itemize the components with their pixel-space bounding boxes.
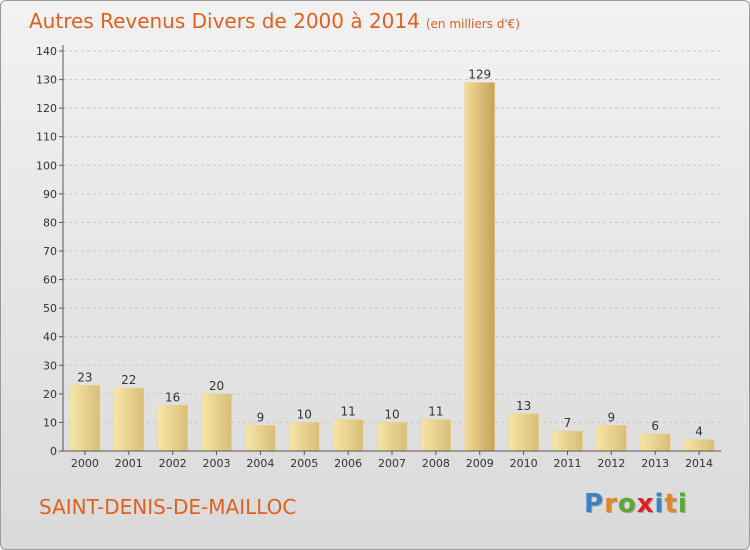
bar [376, 422, 408, 452]
y-tick-label: 60 [43, 274, 57, 287]
chart-title-text: Autres Revenus Divers de 2000 à 2014 [29, 9, 420, 33]
x-tick-label: 2004 [246, 457, 274, 470]
x-tick-label: 2001 [115, 457, 143, 470]
chart-title: Autres Revenus Divers de 2000 à 2014 (en … [29, 9, 520, 33]
y-tick-label: 100 [36, 159, 57, 172]
bar [552, 430, 583, 452]
bar [639, 433, 671, 452]
proxiti-logo[interactable]: Proxiti [584, 489, 688, 519]
x-tick-label: 2007 [378, 457, 406, 470]
bar [69, 385, 101, 452]
x-tick-label: 2006 [334, 457, 362, 470]
x-tick-label: 2013 [641, 457, 669, 470]
x-tick-label: 2008 [422, 457, 450, 470]
y-tick-label: 40 [43, 331, 57, 344]
x-tick-label: 2002 [159, 457, 187, 470]
bars [69, 82, 715, 452]
bar-value-label: 4 [695, 425, 703, 439]
bar-value-label: 10 [297, 407, 312, 421]
chart-subtitle: (en milliers d'€) [425, 17, 520, 31]
bar [289, 422, 320, 452]
y-tick-label: 30 [43, 359, 57, 372]
bar-value-label: 9 [608, 410, 616, 424]
bar [201, 393, 232, 452]
logo-letter: r [604, 489, 618, 519]
bar-value-label: 9 [257, 410, 265, 424]
bar-value-label: 11 [428, 405, 443, 419]
y-tick-label: 70 [43, 245, 57, 258]
logo-letter: x [636, 489, 655, 519]
y-tick-label: 130 [36, 74, 57, 87]
bar [683, 439, 715, 452]
town-name: SAINT-DENIS-DE-MAILLOC [39, 495, 297, 519]
y-tick-label: 20 [43, 388, 57, 401]
bar-value-label: 16 [165, 390, 180, 404]
bar [245, 425, 276, 452]
bar-value-label: 6 [651, 419, 659, 433]
x-tick-label: 2005 [290, 457, 318, 470]
logo-letter: i [677, 489, 688, 519]
bar-value-label: 20 [209, 379, 224, 393]
bar-value-label: 23 [77, 370, 92, 384]
y-tick-label: 90 [43, 188, 57, 201]
bar-value-label: 11 [340, 405, 355, 419]
grid-lines [63, 50, 721, 423]
bar [157, 405, 188, 452]
axes [59, 45, 721, 455]
logo-letter: i [654, 489, 665, 519]
bar-value-label: 7 [564, 416, 572, 430]
x-tick-label: 2000 [71, 457, 99, 470]
x-tick-label: 2009 [466, 457, 494, 470]
logo-letter: o [617, 489, 637, 519]
y-tick-label: 110 [36, 131, 57, 144]
y-tick-label: 120 [36, 102, 57, 115]
bar [332, 419, 364, 452]
bar [464, 82, 495, 452]
bar-value-label: 129 [468, 67, 491, 81]
bar-value-label: 13 [516, 399, 531, 413]
y-tick-label: 140 [36, 45, 57, 58]
y-tick-label: 50 [43, 302, 57, 315]
labels: 0 10 20 30 40 50 60 70 80 90 100 110 120 130 140 23 2000… [36, 45, 713, 470]
bar-value-label: 10 [384, 407, 399, 421]
bar-value-label: 22 [121, 373, 136, 387]
logo-letter: P [584, 489, 605, 519]
y-tick-label: 0 [50, 445, 57, 458]
x-tick-label: 2012 [597, 457, 625, 470]
x-tick-label: 2010 [510, 457, 538, 470]
bar [596, 425, 627, 452]
x-tick-label: 2003 [203, 457, 231, 470]
bar [113, 387, 145, 452]
logo-letter: t [664, 489, 678, 519]
x-tick-label: 2014 [685, 457, 713, 470]
y-tick-label: 80 [43, 216, 57, 229]
y-tick-label: 10 [43, 416, 57, 429]
x-tick-label: 2011 [553, 457, 581, 470]
bar [508, 413, 539, 452]
bar [420, 419, 452, 452]
